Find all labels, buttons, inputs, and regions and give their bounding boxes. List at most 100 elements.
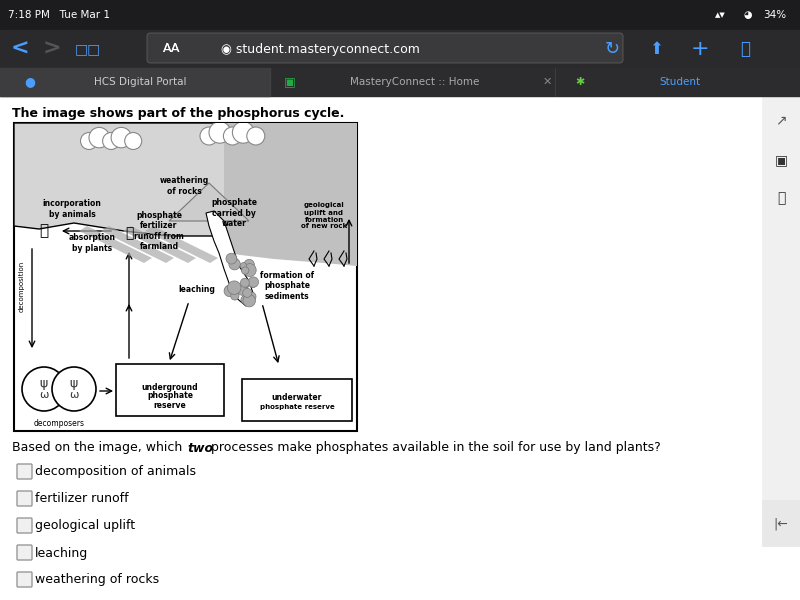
- Circle shape: [242, 289, 252, 298]
- Text: two: two: [187, 442, 213, 455]
- Circle shape: [232, 122, 254, 143]
- Circle shape: [224, 286, 235, 296]
- Text: ⎘: ⎘: [740, 40, 750, 58]
- Polygon shape: [44, 173, 164, 211]
- Text: leaching: leaching: [35, 547, 88, 559]
- Text: formation of
phosphate
sediments: formation of phosphate sediments: [260, 271, 314, 301]
- Text: decomposition of animals: decomposition of animals: [35, 466, 196, 479]
- Circle shape: [227, 281, 241, 295]
- Circle shape: [242, 267, 249, 274]
- Text: phosphate
fertilizer
runoff from
farmland: phosphate fertilizer runoff from farmlan…: [134, 211, 184, 251]
- Text: ↻: ↻: [605, 40, 619, 58]
- Text: geological
uplift and
formation
of new rock: geological uplift and formation of new r…: [301, 202, 347, 229]
- Circle shape: [22, 367, 66, 411]
- Polygon shape: [123, 226, 196, 263]
- Text: 7:18 PM   Tue Mar 1: 7:18 PM Tue Mar 1: [8, 10, 110, 20]
- Text: 🐰: 🐰: [39, 223, 49, 238]
- Text: weathering of rocks: weathering of rocks: [35, 574, 159, 587]
- Circle shape: [81, 133, 98, 149]
- Text: □□: □□: [75, 42, 101, 56]
- Text: ●: ●: [25, 76, 35, 88]
- Text: ▣: ▣: [774, 153, 787, 167]
- Text: ω: ω: [39, 390, 49, 400]
- Text: ▲▼: ▲▼: [714, 12, 726, 18]
- Text: reserve: reserve: [154, 401, 186, 410]
- Bar: [762, 96, 800, 546]
- Text: 34%: 34%: [763, 10, 786, 20]
- Text: +: +: [690, 39, 710, 59]
- Text: weathering
of rocks: weathering of rocks: [159, 176, 209, 196]
- Bar: [14, 123, 357, 431]
- Circle shape: [229, 259, 240, 270]
- Polygon shape: [145, 226, 218, 263]
- Polygon shape: [284, 183, 357, 231]
- Circle shape: [240, 263, 246, 269]
- Text: ✕: ✕: [542, 77, 552, 87]
- Text: ✱: ✱: [575, 77, 585, 87]
- Bar: [14, 123, 357, 211]
- Circle shape: [125, 133, 142, 149]
- FancyBboxPatch shape: [147, 33, 623, 63]
- Circle shape: [223, 127, 242, 145]
- Circle shape: [102, 133, 120, 149]
- Text: phosphate reserve: phosphate reserve: [260, 404, 334, 410]
- Text: ▣: ▣: [284, 76, 296, 88]
- Polygon shape: [79, 226, 152, 263]
- Text: The image shows part of the phosphorus cycle.: The image shows part of the phosphorus c…: [12, 107, 344, 121]
- Circle shape: [248, 277, 258, 287]
- Circle shape: [243, 280, 250, 287]
- Text: underwater: underwater: [272, 392, 322, 401]
- Polygon shape: [101, 226, 174, 263]
- Circle shape: [241, 278, 250, 287]
- Bar: [242, 379, 352, 421]
- Text: Based on the image, which: Based on the image, which: [12, 442, 186, 455]
- Text: ↗: ↗: [775, 113, 787, 127]
- Text: phosphate: phosphate: [147, 392, 193, 401]
- Bar: [0, 30, 800, 68]
- Polygon shape: [169, 183, 249, 221]
- Text: HCS Digital Portal: HCS Digital Portal: [94, 77, 186, 87]
- Text: ψ: ψ: [40, 377, 48, 389]
- Text: phosphate
carried by
water: phosphate carried by water: [211, 198, 257, 228]
- Circle shape: [226, 253, 237, 264]
- Text: <: <: [10, 39, 30, 59]
- Circle shape: [200, 127, 218, 145]
- Bar: [0, 96, 800, 600]
- Circle shape: [89, 127, 110, 148]
- Text: 🌿: 🌿: [125, 226, 133, 240]
- Polygon shape: [224, 123, 357, 266]
- Text: underground: underground: [142, 383, 198, 392]
- Circle shape: [246, 292, 256, 301]
- Circle shape: [243, 295, 255, 307]
- Circle shape: [231, 283, 238, 290]
- Text: ψ: ψ: [70, 377, 78, 389]
- Text: fertilizer runoff: fertilizer runoff: [35, 493, 129, 505]
- Text: MasteryConnect :: Home: MasteryConnect :: Home: [350, 77, 480, 87]
- Bar: [0, 0, 800, 30]
- Circle shape: [246, 127, 265, 145]
- Circle shape: [243, 263, 256, 277]
- Text: AA: AA: [163, 43, 181, 55]
- Circle shape: [238, 284, 248, 295]
- Bar: [0, 68, 800, 96]
- Circle shape: [241, 296, 249, 304]
- Polygon shape: [206, 211, 254, 306]
- Text: absorption
by plants: absorption by plants: [69, 233, 115, 253]
- Text: processes make phosphates available in the soil for use by land plants?: processes make phosphates available in t…: [207, 442, 661, 455]
- Circle shape: [209, 122, 230, 143]
- Text: decomposers: decomposers: [34, 419, 85, 427]
- Circle shape: [225, 285, 234, 295]
- FancyBboxPatch shape: [17, 464, 32, 479]
- Text: ◉ student.masteryconnect.com: ◉ student.masteryconnect.com: [221, 43, 419, 55]
- Text: ◕: ◕: [744, 10, 752, 20]
- Text: |←: |←: [774, 517, 788, 530]
- Text: leaching: leaching: [178, 284, 215, 293]
- FancyBboxPatch shape: [17, 518, 32, 533]
- Text: AA: AA: [163, 43, 181, 55]
- Text: Student: Student: [659, 77, 701, 87]
- Text: ⓘ: ⓘ: [777, 191, 785, 205]
- FancyBboxPatch shape: [17, 572, 32, 587]
- Text: geological uplift: geological uplift: [35, 520, 135, 533]
- Circle shape: [230, 292, 239, 300]
- Text: decomposition: decomposition: [19, 260, 25, 311]
